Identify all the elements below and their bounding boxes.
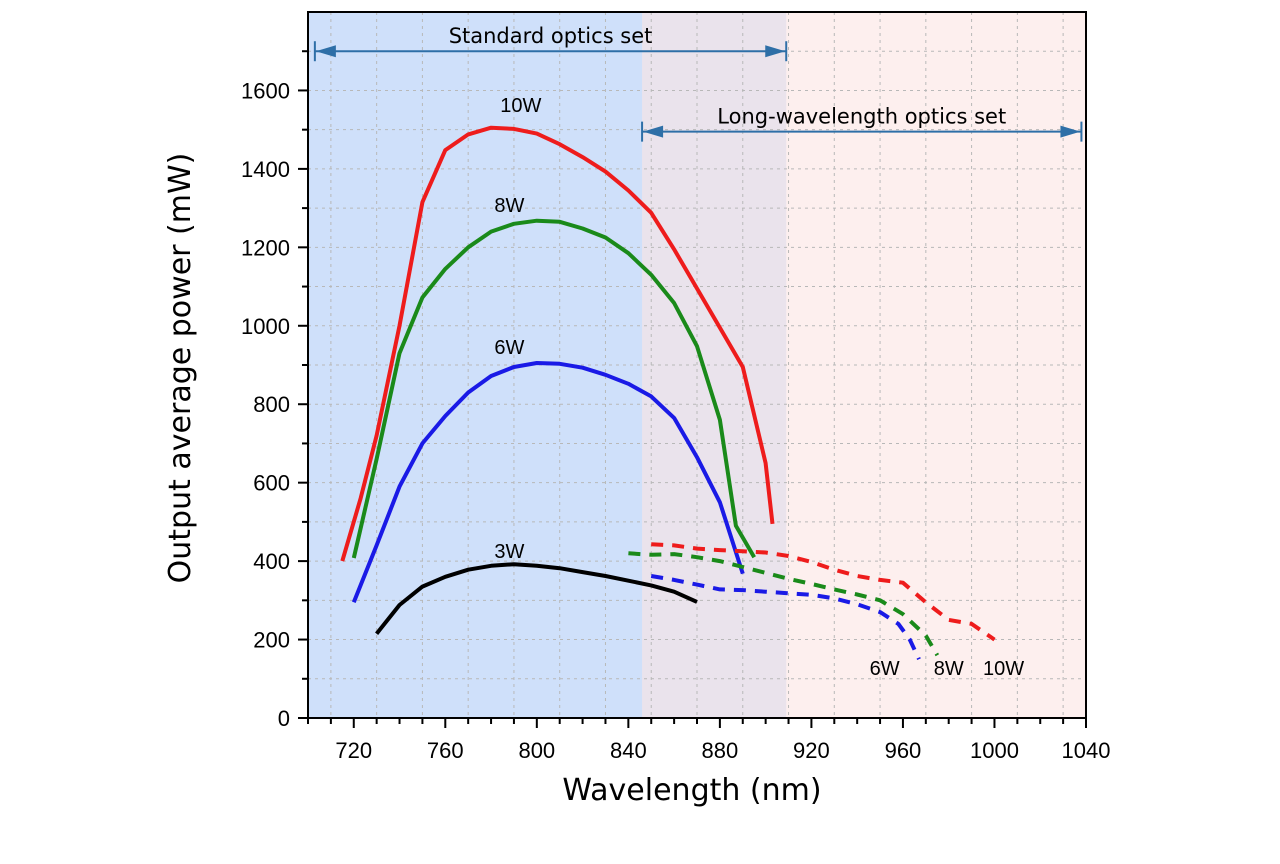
y-tick-label: 600 xyxy=(253,471,290,496)
x-axis-title: Wavelength (nm) xyxy=(562,773,821,808)
y-axis-title: Output average power (mW) xyxy=(163,153,198,584)
x-tick-label: 840 xyxy=(610,738,647,763)
series-line-6W-dashed xyxy=(650,574,921,661)
optics-annotations: Standard optics set Long-wavelength optic… xyxy=(313,24,1083,142)
y-tick-label: 1200 xyxy=(241,235,290,260)
series-line-8W-solid xyxy=(351,218,756,559)
y-tick-label: 200 xyxy=(253,628,290,653)
x-tick-label: 920 xyxy=(793,738,830,763)
arrow-head xyxy=(315,45,336,58)
grid xyxy=(308,12,1086,718)
series-label: 6W xyxy=(494,337,524,359)
x-tick-label: 1000 xyxy=(970,738,1019,763)
x-tick-label: 800 xyxy=(518,738,555,763)
annotation-arrow-1: Long-wavelength optics set xyxy=(641,105,1083,142)
series-line-10W-dashed xyxy=(651,542,996,642)
y-tick-label: 1400 xyxy=(241,157,290,182)
arrow-head xyxy=(1060,125,1081,138)
series-label: 6W xyxy=(870,658,900,680)
series-line-10W-solid xyxy=(340,125,775,562)
series-label: 3W xyxy=(494,541,524,563)
annotation-label: Long-wavelength optics set xyxy=(717,105,1006,129)
x-tick-label: 960 xyxy=(885,738,922,763)
y-tick-label: 400 xyxy=(253,549,290,574)
x-tick-label: 760 xyxy=(427,738,464,763)
series-line-6W-solid xyxy=(351,361,745,604)
series-label: 8W xyxy=(934,658,964,680)
series-labels: 10W 8W 6W 3W 6W 8W 10W xyxy=(494,95,1024,680)
series-label: 8W xyxy=(494,195,524,217)
series-line-8W-dashed xyxy=(628,551,940,657)
series-label: 10W xyxy=(983,658,1024,680)
y-tick-label: 1000 xyxy=(241,314,290,339)
arrow-head xyxy=(765,45,786,58)
series-label: 10W xyxy=(500,95,541,117)
y-tick-label: 1600 xyxy=(241,78,290,103)
annotation-arrow-0: Standard optics set xyxy=(313,24,788,62)
y-tick-label: 800 xyxy=(253,392,290,417)
y-tick-label: 0 xyxy=(278,706,290,731)
x-tick-label: 880 xyxy=(702,738,739,763)
series-lines xyxy=(340,125,996,661)
arrow-head xyxy=(643,125,664,138)
x-tick-label: 1040 xyxy=(1062,738,1111,763)
series-line-3W-solid xyxy=(375,562,698,635)
annotation-label: Standard optics set xyxy=(449,24,653,48)
axis-ticks: 720 760 800 840 880 920 960 1000 1040 0 200 400 600 8… xyxy=(241,50,1111,763)
x-tick-label: 720 xyxy=(335,738,372,763)
